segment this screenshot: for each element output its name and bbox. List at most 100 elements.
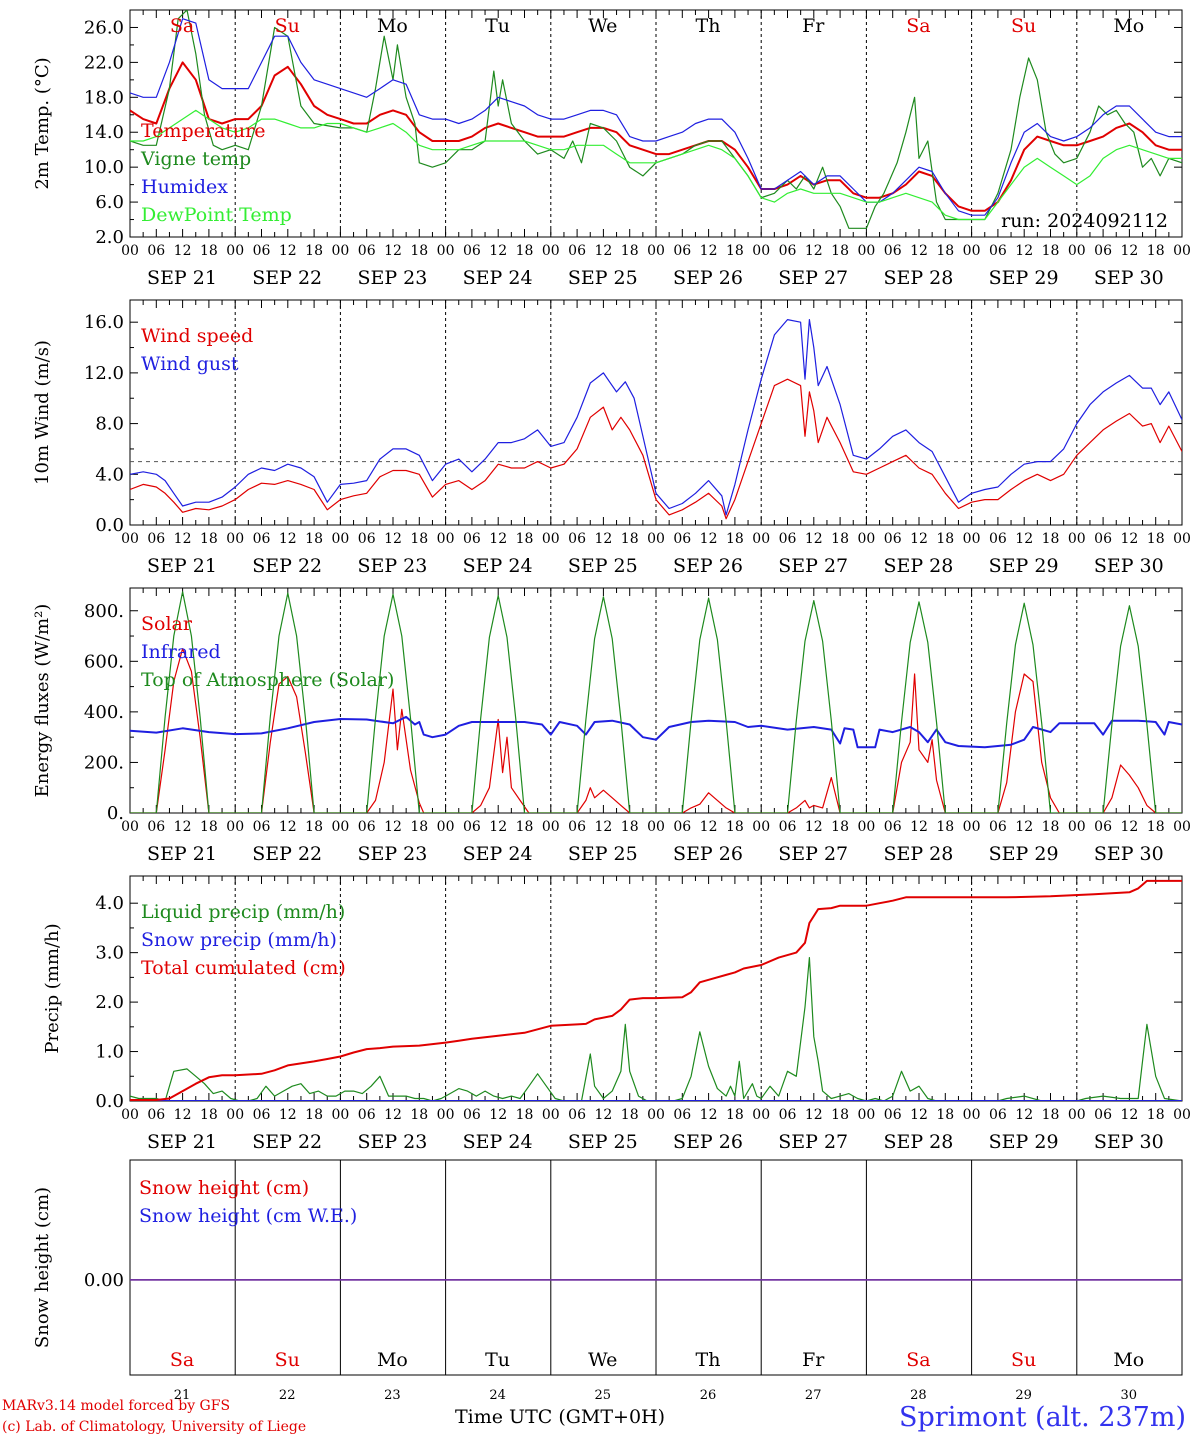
date-label: SEP 22 bbox=[252, 1131, 322, 1153]
hour-tick-label: 00 bbox=[542, 1107, 560, 1123]
legend-entry: Solar bbox=[141, 613, 193, 635]
hour-tick-label: 00 bbox=[963, 531, 981, 547]
weekday-label-bottom: Su bbox=[275, 1349, 300, 1371]
hour-tick-label: 12 bbox=[700, 1107, 718, 1123]
y-tick-label: 400. bbox=[84, 702, 124, 723]
hour-tick-label: 12 bbox=[174, 531, 192, 547]
hour-tick-label: 18 bbox=[410, 819, 428, 835]
hour-tick-label: 18 bbox=[1042, 243, 1060, 259]
weekday-label-bottom: Mo bbox=[1113, 1349, 1144, 1371]
series-total-cumulated-cm bbox=[130, 879, 1182, 1101]
hour-tick-label: 00 bbox=[437, 243, 455, 259]
date-label: SEP 30 bbox=[1094, 843, 1164, 865]
weekday-label-bottom: Sa bbox=[170, 1349, 194, 1371]
hour-tick-label: 00 bbox=[963, 243, 981, 259]
hour-tick-label: 00 bbox=[1173, 531, 1191, 547]
hour-tick-label: 00 bbox=[963, 1107, 981, 1123]
hour-tick-label: 06 bbox=[253, 1107, 271, 1123]
date-label: SEP 28 bbox=[883, 267, 953, 289]
hour-tick-label: 06 bbox=[463, 819, 481, 835]
hour-tick-label: 12 bbox=[279, 243, 297, 259]
hour-tick-label: 00 bbox=[752, 1107, 770, 1123]
y-tick-label: 8.0 bbox=[95, 414, 124, 435]
date-label: SEP 26 bbox=[673, 555, 743, 577]
hour-tick-label: 00 bbox=[857, 243, 875, 259]
legend-entry: Infrared bbox=[141, 641, 221, 663]
hour-tick-label: 12 bbox=[384, 531, 402, 547]
hour-tick-label: 06 bbox=[673, 531, 691, 547]
hour-tick-label: 18 bbox=[516, 1107, 534, 1123]
date-label: SEP 29 bbox=[989, 267, 1059, 289]
date-label: SEP 25 bbox=[568, 267, 638, 289]
legend-entry: Wind speed bbox=[141, 325, 253, 347]
weekday-label-top: Th bbox=[696, 15, 721, 37]
hour-tick-label: 00 bbox=[963, 819, 981, 835]
date-label: SEP 21 bbox=[147, 1131, 217, 1153]
y-tick-label: 800. bbox=[84, 601, 124, 622]
date-label: SEP 27 bbox=[778, 843, 848, 865]
hour-tick-label: 06 bbox=[1094, 819, 1112, 835]
hour-tick-label: 12 bbox=[1015, 243, 1033, 259]
hour-tick-label: 06 bbox=[358, 243, 376, 259]
hour-tick-label: 18 bbox=[1042, 531, 1060, 547]
hour-tick-label: 18 bbox=[831, 243, 849, 259]
day-number-label: 24 bbox=[489, 1388, 506, 1403]
hour-tick-label: 06 bbox=[673, 1107, 691, 1123]
hour-tick-label: 12 bbox=[279, 531, 297, 547]
hour-tick-label: 06 bbox=[568, 531, 586, 547]
hour-tick-label: 18 bbox=[516, 531, 534, 547]
hour-tick-label: 06 bbox=[884, 531, 902, 547]
series-solar bbox=[130, 648, 1182, 813]
hour-tick-label: 00 bbox=[437, 531, 455, 547]
hour-tick-label: 00 bbox=[752, 819, 770, 835]
date-label: SEP 28 bbox=[883, 843, 953, 865]
station-name: Sprimont (alt. 237m) bbox=[899, 1402, 1186, 1433]
hour-tick-label: 00 bbox=[857, 819, 875, 835]
hour-tick-label: 12 bbox=[1015, 531, 1033, 547]
hour-tick-label: 06 bbox=[989, 819, 1007, 835]
hour-tick-label: 06 bbox=[673, 819, 691, 835]
series-liquid-precip-mm-h bbox=[130, 956, 1182, 1101]
hour-tick-label: 00 bbox=[437, 1107, 455, 1123]
hour-tick-label: 06 bbox=[1094, 243, 1112, 259]
y-tick-label: 0.0 bbox=[95, 1091, 124, 1112]
hour-tick-label: 18 bbox=[726, 819, 744, 835]
hour-tick-label: 00 bbox=[647, 531, 665, 547]
hour-tick-label: 00 bbox=[226, 531, 244, 547]
hour-tick-label: 00 bbox=[542, 531, 560, 547]
hour-tick-label: 06 bbox=[253, 819, 271, 835]
weekday-label-bottom: Tu bbox=[485, 1349, 510, 1371]
hour-tick-label: 18 bbox=[200, 243, 218, 259]
hour-tick-label: 00 bbox=[647, 1107, 665, 1123]
hour-tick-label: 00 bbox=[857, 531, 875, 547]
y-tick-label: 1.0 bbox=[95, 1042, 124, 1063]
hour-tick-label: 00 bbox=[331, 1107, 349, 1123]
date-label: SEP 29 bbox=[989, 843, 1059, 865]
hour-tick-label: 06 bbox=[779, 531, 797, 547]
hour-tick-label: 06 bbox=[358, 531, 376, 547]
weekday-label-top: Mo bbox=[1113, 15, 1144, 37]
date-label: SEP 26 bbox=[673, 1131, 743, 1153]
hour-tick-label: 12 bbox=[174, 243, 192, 259]
date-label: SEP 23 bbox=[357, 1131, 427, 1153]
y-tick-label: 3.0 bbox=[95, 943, 124, 964]
hour-tick-label: 12 bbox=[700, 531, 718, 547]
hour-tick-label: 12 bbox=[594, 819, 612, 835]
hour-tick-label: 18 bbox=[936, 819, 954, 835]
hour-tick-label: 12 bbox=[700, 819, 718, 835]
weekday-label-bottom: We bbox=[588, 1349, 617, 1371]
y-tick-label: 10.0 bbox=[84, 157, 124, 178]
hour-tick-label: 12 bbox=[489, 243, 507, 259]
hour-tick-label: 06 bbox=[989, 1107, 1007, 1123]
day-number-label: 22 bbox=[279, 1388, 296, 1403]
hour-tick-label: 12 bbox=[805, 531, 823, 547]
hour-tick-label: 18 bbox=[305, 1107, 323, 1123]
hour-tick-label: 00 bbox=[1173, 243, 1191, 259]
hour-tick-label: 12 bbox=[910, 531, 928, 547]
date-label: SEP 22 bbox=[252, 267, 322, 289]
date-label: SEP 21 bbox=[147, 555, 217, 577]
hour-tick-label: 12 bbox=[489, 1107, 507, 1123]
hour-tick-label: 18 bbox=[831, 1107, 849, 1123]
date-label: SEP 27 bbox=[778, 555, 848, 577]
